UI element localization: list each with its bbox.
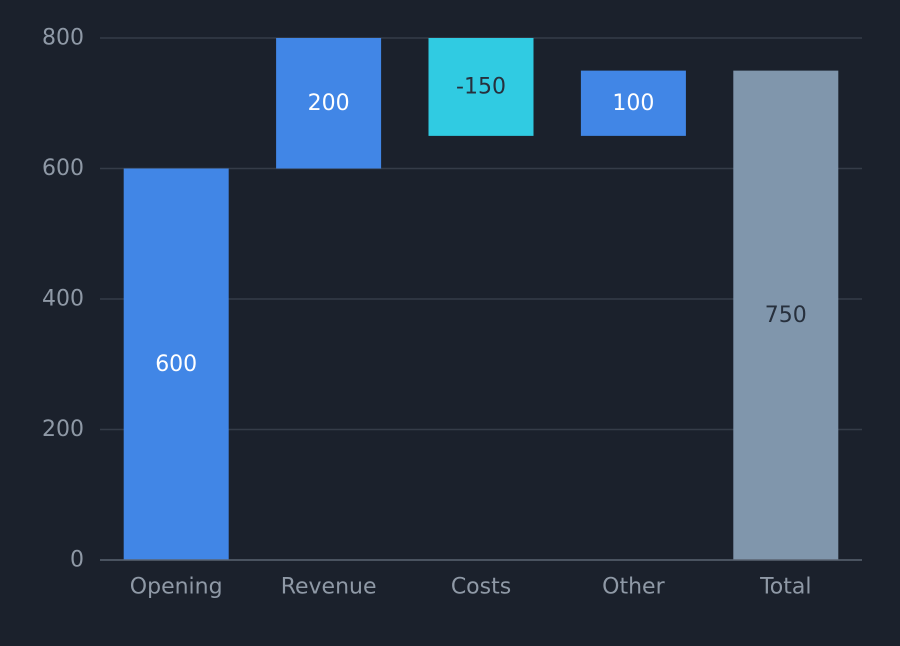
data-label: 100	[612, 91, 654, 116]
bar-total	[733, 70, 839, 560]
y-tick-label: 0	[70, 548, 84, 573]
bars	[123, 38, 839, 560]
x-category-label: Total	[759, 575, 811, 600]
data-label: 200	[308, 91, 350, 116]
bar-revenue	[276, 38, 382, 169]
x-category-label: Costs	[451, 575, 511, 600]
axes: 0 200 400 600 800 Opening Revenue Costs Other Tot…	[42, 26, 862, 600]
data-label: 750	[765, 303, 807, 328]
y-tick-label: 600	[42, 156, 84, 181]
bar-opening	[123, 168, 229, 560]
y-tick-label: 800	[42, 26, 84, 51]
bar-other	[580, 70, 686, 136]
data-labels: 600 200 -150 100 750	[155, 74, 807, 376]
y-tick-label: 400	[42, 287, 84, 312]
data-label: 600	[155, 352, 197, 377]
data-label: -150	[456, 74, 506, 99]
y-tick-label: 200	[42, 417, 84, 442]
x-category-label: Revenue	[281, 575, 377, 600]
x-category-label: Other	[602, 575, 665, 600]
bar-costs	[428, 38, 534, 136]
x-category-label: Opening	[130, 575, 223, 600]
